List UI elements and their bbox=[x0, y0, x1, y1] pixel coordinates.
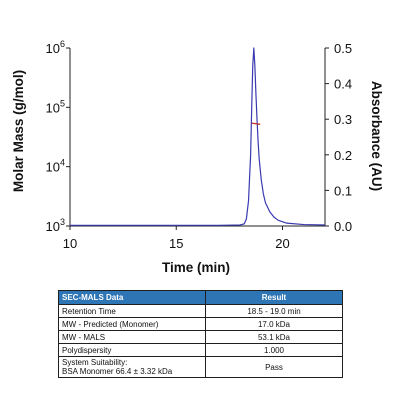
table-row-label: MW - Predicted (Monomer) bbox=[58, 317, 206, 331]
table-header-data: SEC-MALS Data bbox=[58, 290, 206, 305]
table-header-row: SEC-MALS Data Result bbox=[58, 290, 343, 305]
sec-mals-chart: 103 104 105 106 0.0 0.1 0.2 0.3 0.4 0.5 10 15 20 T… bbox=[11, 39, 384, 275]
table-row-label: Retention Time bbox=[58, 304, 206, 318]
table-row-value: 1.000 bbox=[205, 343, 343, 357]
y-right-tick-label: 0.0 bbox=[334, 219, 352, 234]
plot-frame bbox=[69, 48, 326, 227]
table-row-value: 17.0 kDa bbox=[205, 317, 343, 331]
series-layer bbox=[70, 47, 326, 226]
table-row: System Suitability: BSA Monomer 66.4 ± 3… bbox=[58, 356, 343, 378]
table-row-label-line-1: System Suitability: bbox=[62, 358, 128, 367]
table-row-value: 53.1 kDa bbox=[205, 330, 343, 344]
x-tick-label: 10 bbox=[63, 236, 77, 251]
table-row-label: Polydispersity bbox=[58, 343, 206, 357]
y-right-tick-label: 0.2 bbox=[334, 148, 352, 163]
table-row: Retention Time 18.5 - 19.0 min bbox=[58, 304, 343, 318]
y-left-axis-title: Molar Mass (g/mol) bbox=[11, 70, 26, 192]
y-right-tick-label: 0.3 bbox=[334, 112, 352, 127]
y-left-tick-label: 104 bbox=[46, 158, 65, 175]
y-left-tick-label: 105 bbox=[46, 98, 65, 115]
right-axis-ticks: 0.0 0.1 0.2 0.3 0.4 0.5 bbox=[325, 41, 352, 234]
y-right-axis-title: Absorbance (AU) bbox=[369, 81, 384, 191]
sec-mals-results-table: SEC-MALS Data Result Retention Time 18.5… bbox=[58, 290, 343, 378]
table-row-label: MW - MALS bbox=[58, 330, 206, 344]
x-tick-label: 20 bbox=[275, 236, 289, 251]
table-row-value: 18.5 - 19.0 min bbox=[205, 304, 343, 318]
absorbance-series-line bbox=[70, 47, 326, 226]
y-right-tick-label: 0.4 bbox=[334, 77, 352, 92]
y-left-tick-label: 106 bbox=[46, 39, 65, 56]
table-row-value: Pass bbox=[205, 356, 343, 378]
x-tick-label: 15 bbox=[169, 236, 183, 251]
y-right-tick-label: 0.1 bbox=[334, 183, 352, 198]
y-right-tick-label: 0.5 bbox=[334, 41, 352, 56]
x-axis-ticks: 10 15 20 bbox=[63, 226, 290, 251]
table-row: MW - Predicted (Monomer) 17.0 kDa bbox=[58, 317, 343, 331]
left-axis-ticks: 103 104 105 106 bbox=[46, 39, 70, 234]
y-left-tick-label: 103 bbox=[46, 217, 65, 234]
table-row: MW - MALS 53.1 kDa bbox=[58, 330, 343, 344]
x-axis-title: Time (min) bbox=[162, 260, 230, 275]
table-header-result: Result bbox=[205, 290, 343, 305]
table-row-label-line-2: BSA Monomer 66.4 ± 3.32 kDa bbox=[62, 367, 173, 376]
molar-mass-series-line bbox=[251, 122, 261, 126]
table-row-label: System Suitability: BSA Monomer 66.4 ± 3… bbox=[58, 356, 206, 378]
table-row: Polydispersity 1.000 bbox=[58, 343, 343, 357]
